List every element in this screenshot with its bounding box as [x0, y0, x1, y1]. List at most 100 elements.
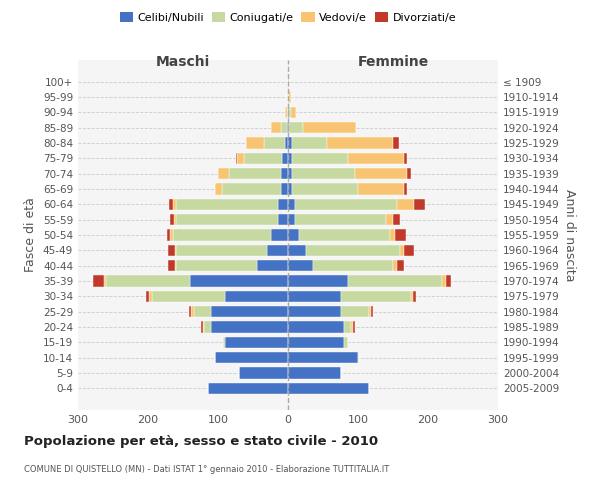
- Bar: [175, 244, 176, 256]
- Bar: [281, 183, 288, 194]
- Bar: [225, 336, 288, 348]
- Bar: [288, 76, 289, 88]
- Bar: [407, 168, 410, 179]
- Bar: [292, 168, 355, 179]
- Bar: [167, 229, 170, 241]
- Bar: [229, 168, 281, 179]
- Bar: [288, 290, 341, 302]
- Bar: [393, 214, 400, 226]
- Bar: [347, 276, 442, 287]
- Bar: [174, 214, 176, 226]
- Bar: [288, 168, 292, 179]
- Bar: [341, 290, 410, 302]
- Legend: Celibi/Nubili, Coniugati/e, Vedovi/e, Divorziati/e: Celibi/Nubili, Coniugati/e, Vedovi/e, Di…: [115, 8, 461, 28]
- Bar: [393, 137, 398, 148]
- Bar: [288, 122, 289, 134]
- Bar: [404, 183, 407, 194]
- Bar: [223, 336, 225, 348]
- Bar: [221, 183, 281, 194]
- Bar: [414, 198, 425, 210]
- Bar: [285, 106, 287, 118]
- Bar: [288, 106, 289, 118]
- Bar: [313, 260, 393, 272]
- Bar: [445, 276, 451, 287]
- Bar: [288, 306, 341, 318]
- Bar: [397, 260, 404, 272]
- Bar: [326, 137, 393, 148]
- Bar: [281, 122, 287, 134]
- Bar: [167, 260, 175, 272]
- Y-axis label: Anni di nascita: Anni di nascita: [563, 188, 576, 281]
- Bar: [263, 137, 284, 148]
- Bar: [104, 276, 106, 287]
- Bar: [291, 106, 296, 118]
- Bar: [176, 260, 257, 272]
- Bar: [288, 183, 292, 194]
- Bar: [397, 198, 414, 210]
- Bar: [395, 229, 406, 241]
- Bar: [191, 306, 193, 318]
- Bar: [288, 137, 292, 148]
- Text: COMUNE DI QUISTELLO (MN) - Dati ISTAT 1° gennaio 2010 - Elaborazione TUTTITALIA.: COMUNE DI QUISTELLO (MN) - Dati ISTAT 1°…: [24, 465, 389, 474]
- Bar: [225, 290, 288, 302]
- Bar: [353, 322, 355, 333]
- Bar: [173, 198, 176, 210]
- Bar: [190, 306, 191, 318]
- Bar: [288, 352, 358, 364]
- Bar: [410, 290, 413, 302]
- Bar: [218, 168, 229, 179]
- Bar: [287, 106, 288, 118]
- Bar: [151, 290, 225, 302]
- Bar: [344, 322, 351, 333]
- Bar: [341, 306, 368, 318]
- Bar: [347, 152, 404, 164]
- Bar: [288, 260, 313, 272]
- Bar: [106, 276, 190, 287]
- Bar: [215, 352, 288, 364]
- Text: Femmine: Femmine: [358, 54, 428, 68]
- Bar: [371, 306, 373, 318]
- Bar: [355, 168, 407, 179]
- Bar: [288, 214, 295, 226]
- Bar: [244, 152, 283, 164]
- Bar: [292, 152, 347, 164]
- Bar: [246, 137, 263, 148]
- Bar: [257, 260, 288, 272]
- Bar: [149, 290, 151, 302]
- Bar: [175, 260, 176, 272]
- Bar: [292, 137, 326, 148]
- Bar: [208, 382, 288, 394]
- Bar: [400, 244, 404, 256]
- Bar: [358, 183, 404, 194]
- Bar: [283, 152, 288, 164]
- Bar: [358, 352, 359, 364]
- Bar: [204, 322, 211, 333]
- Bar: [289, 91, 291, 102]
- Text: Maschi: Maschi: [156, 54, 210, 68]
- Y-axis label: Fasce di età: Fasce di età: [25, 198, 37, 272]
- Bar: [386, 214, 393, 226]
- Bar: [235, 152, 237, 164]
- Bar: [239, 368, 288, 379]
- Bar: [299, 229, 389, 241]
- Bar: [305, 244, 400, 256]
- Bar: [442, 276, 445, 287]
- Bar: [211, 306, 288, 318]
- Bar: [267, 244, 288, 256]
- Bar: [288, 229, 299, 241]
- Bar: [288, 382, 368, 394]
- Bar: [288, 276, 347, 287]
- Bar: [201, 322, 203, 333]
- Bar: [271, 229, 288, 241]
- Bar: [190, 276, 288, 287]
- Bar: [271, 122, 281, 134]
- Bar: [288, 198, 295, 210]
- Bar: [288, 322, 344, 333]
- Bar: [169, 198, 173, 210]
- Bar: [277, 198, 288, 210]
- Bar: [368, 306, 371, 318]
- Bar: [288, 152, 292, 164]
- Bar: [389, 229, 395, 241]
- Bar: [289, 106, 291, 118]
- Bar: [170, 229, 173, 241]
